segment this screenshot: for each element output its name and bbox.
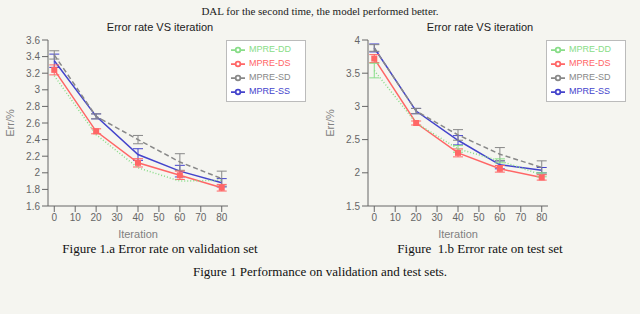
svg-text:30: 30 <box>432 212 444 223</box>
svg-text:10: 10 <box>390 212 402 223</box>
svg-text:3.6: 3.6 <box>26 35 40 46</box>
svg-text:50: 50 <box>153 212 165 223</box>
svg-text:70: 70 <box>515 212 527 223</box>
svg-text:2: 2 <box>354 167 360 178</box>
html-text:DAL for the second time, the m: DAL for the second time, the model perfo… <box>201 5 439 17</box>
svg-text:2.5: 2.5 <box>346 134 360 145</box>
svg-text:0: 0 <box>51 212 57 223</box>
html-text:MPRE-SD: MPRE-SD <box>249 72 291 83</box>
svg-text:3.2: 3.2 <box>26 68 40 79</box>
svg-text:20: 20 <box>91 212 103 223</box>
html-text:Error rate VS iteration: Error rate VS iteration <box>426 21 534 33</box>
svg-text:Err/%: Err/% <box>4 109 16 137</box>
html-text:MPRE-DS: MPRE-DS <box>249 58 291 69</box>
html-text:Error rate VS iteration: Error rate VS iteration <box>106 21 214 33</box>
svg-text:3.4: 3.4 <box>26 51 40 62</box>
html-text:Figure 1.b Error rate on test: Figure 1.b Error rate on test set <box>397 241 563 256</box>
svg-text:Iteration: Iteration <box>438 228 478 240</box>
html-text:MPRE-SD: MPRE-SD <box>569 72 611 83</box>
svg-text:40: 40 <box>132 212 144 223</box>
svg-text:50: 50 <box>473 212 485 223</box>
svg-text:20: 20 <box>411 212 423 223</box>
svg-text:Err/%: Err/% <box>324 109 336 137</box>
svg-text:2.6: 2.6 <box>26 118 40 129</box>
svg-text:1.8: 1.8 <box>26 184 40 195</box>
html-text:MPRE-DD: MPRE-DD <box>569 44 611 55</box>
svg-text:2.4: 2.4 <box>26 134 40 145</box>
svg-text:60: 60 <box>174 212 186 223</box>
svg-text:1.6: 1.6 <box>26 201 40 212</box>
svg-text:3: 3 <box>34 84 40 95</box>
html-text:MPRE-DD: MPRE-DD <box>249 44 291 55</box>
svg-text:60: 60 <box>494 212 506 223</box>
svg-text:Iteration: Iteration <box>118 228 158 240</box>
html-text:Figure 1.a Error rate on valid: Figure 1.a Error rate on validation set <box>62 241 258 256</box>
svg-text:70: 70 <box>195 212 207 223</box>
svg-text:2: 2 <box>34 167 40 178</box>
html-text:MPRE-DS: MPRE-DS <box>569 58 611 69</box>
html-text:Figure 1 Performance on valida: Figure 1 Performance on validation and t… <box>192 264 448 279</box>
svg-text:40: 40 <box>452 212 464 223</box>
svg-text:4: 4 <box>354 35 360 46</box>
svg-text:3: 3 <box>354 101 360 112</box>
svg-text:30: 30 <box>112 212 124 223</box>
html-text:MPRE-SS: MPRE-SS <box>249 86 290 97</box>
svg-text:80: 80 <box>216 212 228 223</box>
svg-text:80: 80 <box>536 212 548 223</box>
svg-text:1.5: 1.5 <box>346 201 360 212</box>
svg-text:3.5: 3.5 <box>346 68 360 79</box>
html-text:MPRE-SS: MPRE-SS <box>569 86 610 97</box>
svg-text:2.8: 2.8 <box>26 101 40 112</box>
svg-text:10: 10 <box>70 212 82 223</box>
svg-text:0: 0 <box>371 212 377 223</box>
svg-text:2.2: 2.2 <box>26 151 40 162</box>
